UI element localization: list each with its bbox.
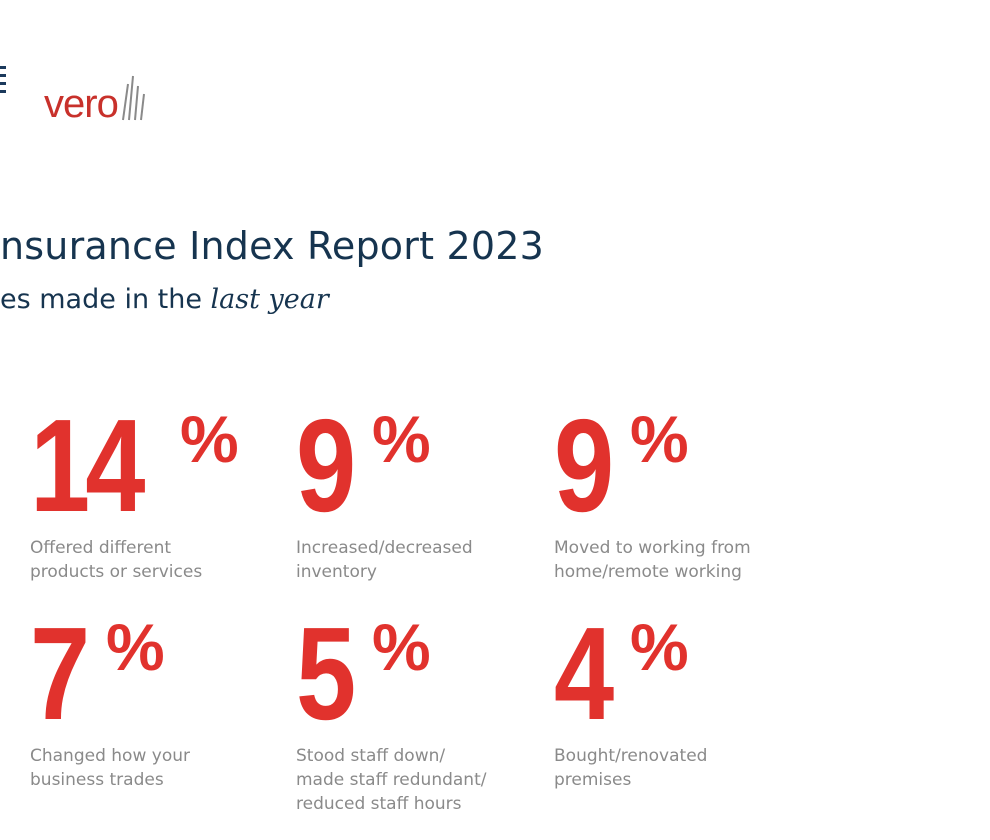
stat-label-line: Bought/renovated xyxy=(554,746,708,766)
stat-card: 14 % Offered different products or servi… xyxy=(30,400,239,584)
stat-card: 5 % Stood staff down/ made staff redunda… xyxy=(296,608,486,816)
stat-label-line: premises xyxy=(554,770,632,790)
stat-percent: % xyxy=(372,610,431,684)
stat-label: Changed how your business trades xyxy=(30,744,190,792)
vero-logo: vero xyxy=(44,62,146,124)
stat-label: Stood staff down/ made staff redundant/ … xyxy=(296,744,486,816)
stat-percent: % xyxy=(372,402,431,476)
stat-label-line: products or services xyxy=(30,562,203,582)
stat-label-line: Offered different xyxy=(30,538,172,558)
stat-label-line: inventory xyxy=(296,562,377,582)
stat-label-line: Moved to working from xyxy=(554,538,751,558)
report-title: nsurance Index Report 2023 xyxy=(0,224,544,268)
stat-label: Bought/renovated premises xyxy=(554,744,707,792)
subtitle-emphasis: last year xyxy=(210,284,329,315)
stat-label-line: Stood staff down/ xyxy=(296,746,446,766)
stat-percent: % xyxy=(630,610,689,684)
stat-number: 9 xyxy=(554,392,614,539)
stat-card: 9 % Moved to working from home/remote wo… xyxy=(554,400,751,584)
stat-label-line: home/remote working xyxy=(554,562,742,582)
stat-number: 9 xyxy=(296,392,356,539)
stat-number: 7 xyxy=(30,600,90,747)
stat-percent: % xyxy=(630,402,689,476)
stat-label-line: made staff redundant/ xyxy=(296,770,487,790)
report-subtitle: es made in the last year xyxy=(0,284,329,315)
stat-label-line: Changed how your xyxy=(30,746,190,766)
logo-text: vero xyxy=(44,82,119,126)
edge-menu-icon xyxy=(0,66,6,102)
stat-card: 4 % Bought/renovated premises xyxy=(554,608,707,792)
stat-value: 4 % xyxy=(554,608,707,740)
stat-value: 7 % xyxy=(30,608,190,740)
subtitle-prefix: es made in the xyxy=(0,284,211,315)
stat-value: 14 % xyxy=(30,400,239,532)
stat-value: 5 % xyxy=(296,608,486,740)
stat-percent: % xyxy=(106,610,165,684)
stat-label-line: business trades xyxy=(30,770,164,790)
stat-number: 14 xyxy=(30,392,145,539)
stat-card: 7 % Changed how your business trades xyxy=(30,608,190,792)
stat-label: Offered different products or services xyxy=(30,536,239,584)
stat-label: Moved to working from home/remote workin… xyxy=(554,536,751,584)
stat-number: 5 xyxy=(296,600,356,747)
stat-percent: % xyxy=(180,402,239,476)
stat-value: 9 % xyxy=(554,400,751,532)
stat-card: 9 % Increased/decreased inventory xyxy=(296,400,473,584)
stat-label: Increased/decreased inventory xyxy=(296,536,473,584)
stat-label-line: Increased/decreased xyxy=(296,538,473,558)
feather-logo-icon xyxy=(121,75,145,121)
stat-value: 9 % xyxy=(296,400,473,532)
stat-number: 4 xyxy=(554,600,614,747)
stat-label-line: reduced staff hours xyxy=(296,794,462,814)
